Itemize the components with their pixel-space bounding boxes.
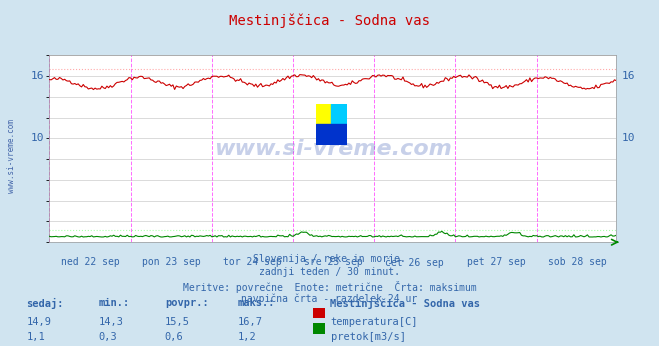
- Bar: [331, 104, 347, 125]
- Text: www.si-vreme.com: www.si-vreme.com: [7, 119, 16, 193]
- Text: povpr.:: povpr.:: [165, 298, 208, 308]
- Text: Slovenija / reke in morje.: Slovenija / reke in morje.: [253, 254, 406, 264]
- Text: 16,7: 16,7: [237, 317, 262, 327]
- Text: navpična črta - razdelek 24 ur: navpična črta - razdelek 24 ur: [241, 294, 418, 304]
- Text: min.:: min.:: [99, 298, 130, 308]
- Text: 16: 16: [30, 71, 43, 81]
- Text: 0,6: 0,6: [165, 332, 183, 342]
- Bar: [316, 125, 347, 145]
- Text: Mestinjščica - Sodna vas: Mestinjščica - Sodna vas: [330, 298, 480, 309]
- Text: zadnji teden / 30 minut.: zadnji teden / 30 minut.: [259, 267, 400, 277]
- Text: tor 24 sep: tor 24 sep: [223, 257, 282, 267]
- Text: 1,2: 1,2: [237, 332, 256, 342]
- Text: 10: 10: [30, 134, 43, 143]
- Text: 10: 10: [622, 134, 635, 143]
- Text: 14,9: 14,9: [26, 317, 51, 327]
- Text: sob 28 sep: sob 28 sep: [548, 257, 607, 267]
- Text: pon 23 sep: pon 23 sep: [142, 257, 200, 267]
- Text: 0,3: 0,3: [99, 332, 117, 342]
- Text: čet 26 sep: čet 26 sep: [386, 257, 444, 268]
- Text: 14,3: 14,3: [99, 317, 124, 327]
- Text: 1,1: 1,1: [26, 332, 45, 342]
- Text: sre 25 sep: sre 25 sep: [304, 257, 363, 267]
- Text: maks.:: maks.:: [237, 298, 275, 308]
- Text: pretok[m3/s]: pretok[m3/s]: [331, 332, 406, 342]
- Text: temperatura[C]: temperatura[C]: [331, 317, 418, 327]
- Bar: [316, 104, 331, 125]
- Text: ned 22 sep: ned 22 sep: [61, 257, 119, 267]
- Text: 16: 16: [622, 71, 635, 81]
- Text: Mestinjščica - Sodna vas: Mestinjščica - Sodna vas: [229, 13, 430, 28]
- Text: sedaj:: sedaj:: [26, 298, 64, 309]
- Text: www.si-vreme.com: www.si-vreme.com: [214, 139, 451, 159]
- Text: pet 27 sep: pet 27 sep: [467, 257, 525, 267]
- Text: Meritve: povrečne  Enote: metrične  Črta: maksimum: Meritve: povrečne Enote: metrične Črta: …: [183, 281, 476, 293]
- Text: 15,5: 15,5: [165, 317, 190, 327]
